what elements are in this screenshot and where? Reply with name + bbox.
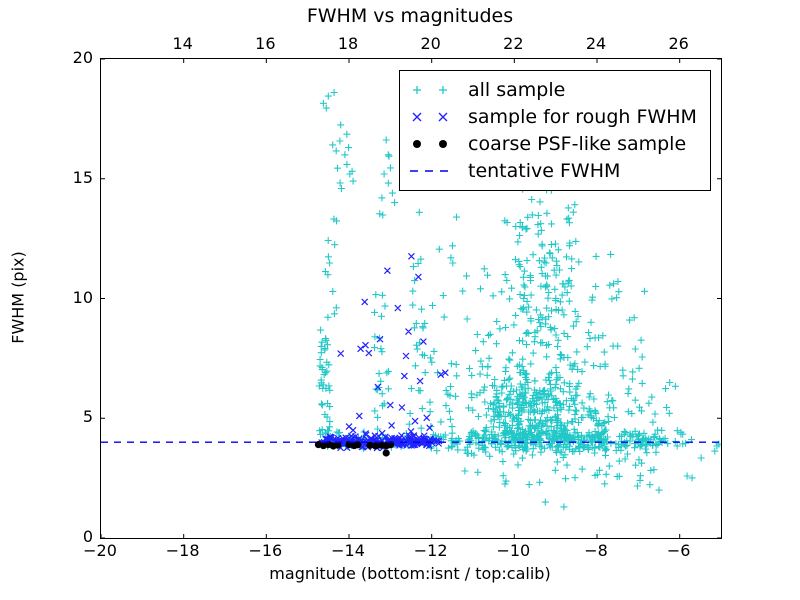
bottom-tick-label: −8 <box>584 541 608 560</box>
legend-label: coarse PSF-like sample <box>468 133 687 156</box>
top-tick-label: 16 <box>255 34 276 53</box>
legend-entry: all sample <box>408 76 702 103</box>
bottom-tick-label: −14 <box>331 541 365 560</box>
top-tick-label: 14 <box>172 34 193 53</box>
legend-box: all sample sample for rough FWHM coarse PS… <box>399 70 711 191</box>
bottom-tick-label: −18 <box>165 541 200 560</box>
psf-like-marker <box>334 441 342 449</box>
bottom-tick-label: −10 <box>496 541 531 560</box>
bottom-tick-label: −16 <box>248 541 283 560</box>
y-tick-label: 0 <box>82 527 93 546</box>
psf-like-marker <box>382 449 390 457</box>
x-axis-label: magnitude (bottom:isnt / top:calib) <box>269 564 551 583</box>
legend-label: sample for rough FWHM <box>468 105 697 128</box>
dash-legend-icon <box>410 170 452 173</box>
top-tick-label: 26 <box>668 34 689 53</box>
legend-label: tentative FWHM <box>468 160 621 183</box>
bottom-tick-label: −6 <box>666 541 691 560</box>
legend-entry: sample for rough FWHM <box>408 103 702 130</box>
scatter-canvas <box>101 59 721 538</box>
y-tick-label: 15 <box>72 167 93 187</box>
psf-like-marker <box>377 441 385 449</box>
top-tick-label: 22 <box>503 34 524 53</box>
bottom-tick-label: −20 <box>83 541 117 560</box>
plot-area <box>100 58 722 539</box>
bottom-tick-label: −12 <box>413 541 448 560</box>
psf-like-marker <box>371 442 380 450</box>
chart-title: FWHM vs magnitudes <box>306 5 514 27</box>
top-tick-label: 24 <box>585 34 607 53</box>
top-tick-label: 20 <box>420 34 441 53</box>
psf-like-marker <box>366 441 374 449</box>
legend-entry: coarse PSF-like sample <box>408 131 702 158</box>
axis-tick-marks <box>101 59 721 538</box>
legend-entry: tentative FWHM <box>408 158 702 185</box>
top-tick-label: 18 <box>337 34 359 53</box>
y-tick-label: 10 <box>72 287 93 307</box>
dot-legend-icon <box>413 140 447 149</box>
legend-label: all sample <box>468 78 566 101</box>
plus-legend-icon <box>413 85 447 94</box>
y-tick-label: 5 <box>82 407 93 427</box>
x-legend-icon <box>412 112 448 122</box>
psf-like-marker <box>354 441 362 449</box>
y-tick-label: 20 <box>72 48 93 67</box>
